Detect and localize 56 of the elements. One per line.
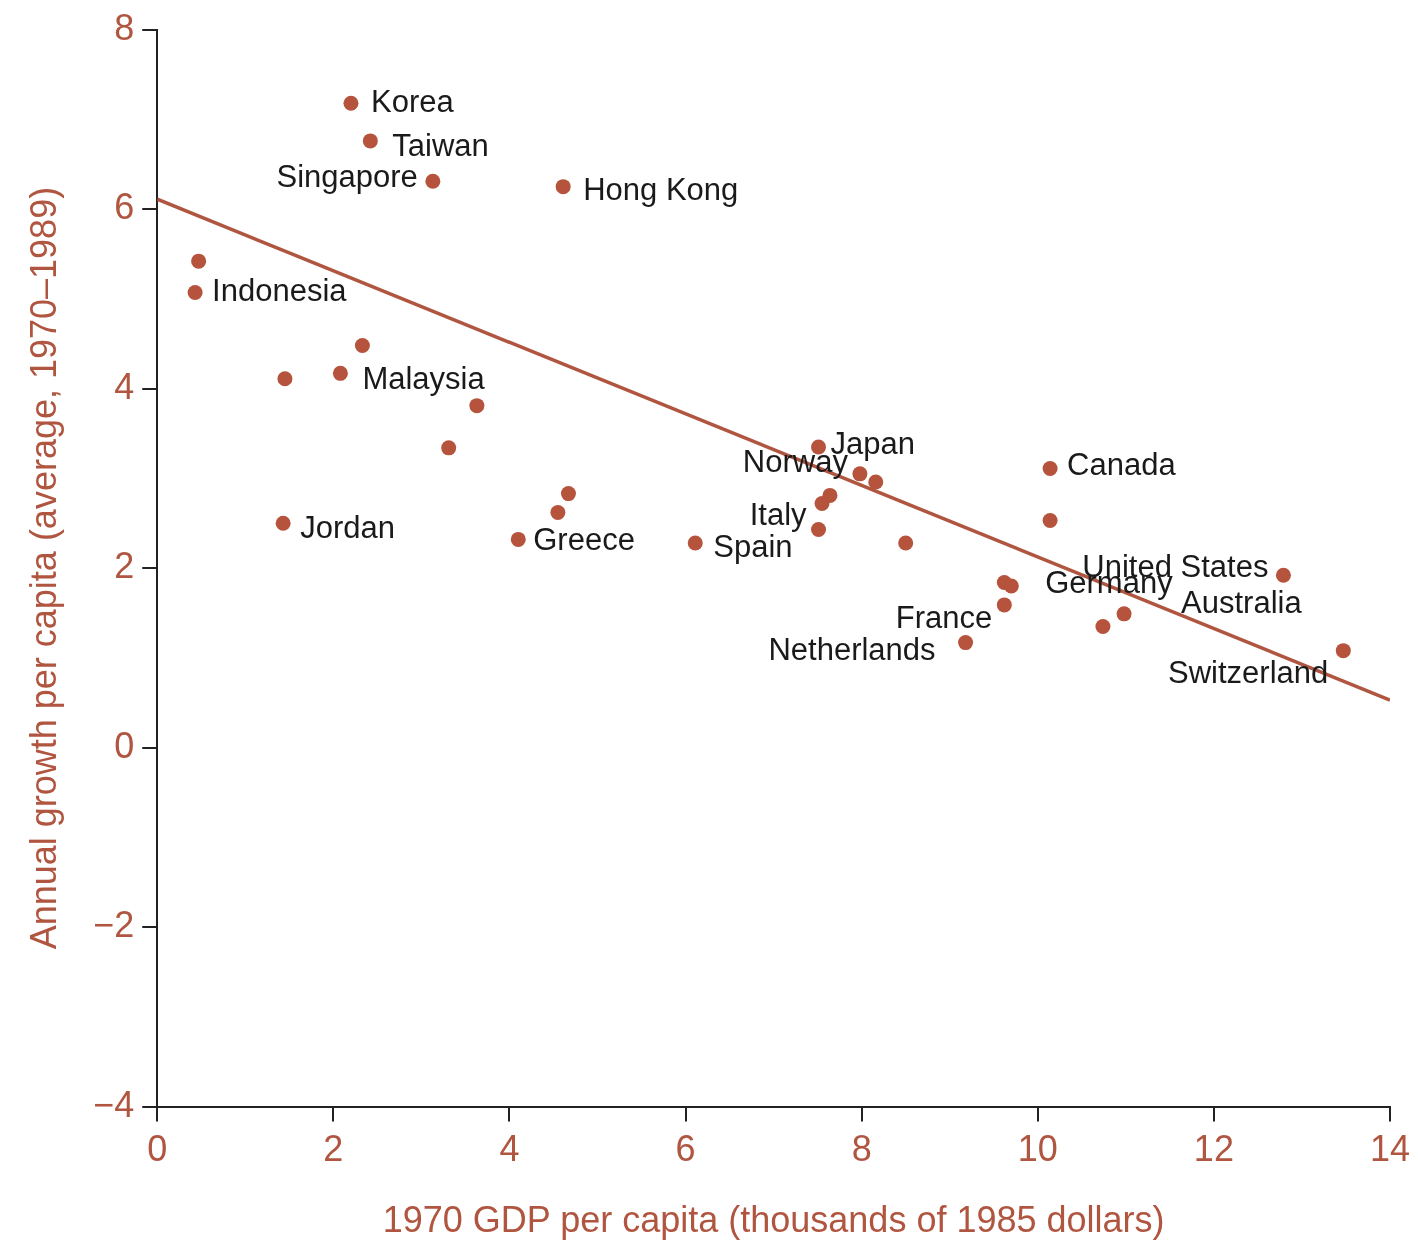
point [958,635,974,651]
point [852,466,868,482]
y-tick-label: −4 [93,1083,135,1125]
point [441,440,457,456]
point [550,504,566,520]
point [1042,513,1058,529]
annotation: Korea [370,83,455,119]
point [1116,606,1132,622]
point [687,535,703,551]
point [425,173,441,189]
x-tick-label: 14 [1369,1128,1410,1170]
x-tick-label: 8 [851,1128,872,1170]
point [362,133,378,149]
point [187,285,203,301]
y-tick-label: 2 [114,545,135,587]
annotation: Hong Kong [583,172,739,208]
x-tick-label: 6 [675,1128,696,1170]
x-tick-label: 4 [499,1128,520,1170]
x-tick-label: 12 [1193,1128,1234,1170]
point [275,515,291,531]
y-tick-label: 8 [114,6,135,48]
y-axis-title: Annual growth per capita (average, 1970–1989) [22,186,64,950]
point [510,531,526,547]
annotation: Canada [1067,447,1177,483]
annotation: Malaysia [362,360,486,396]
point [1003,578,1019,594]
annotation: Australia [1181,585,1303,621]
point [1095,618,1111,634]
point [1275,567,1291,583]
x-tick-label: 10 [1017,1128,1058,1170]
point [996,597,1012,613]
x-tick-label: 2 [323,1128,344,1170]
point [354,338,370,354]
x-axis-title: 1970 GDP per capita (thousands of 1985 dollars) [382,1199,1165,1241]
point [811,522,827,538]
point [469,398,485,414]
point [868,474,884,490]
point [1335,643,1351,659]
point [814,495,830,511]
point [555,179,571,195]
annotation: Jordan [300,509,395,545]
point [898,535,914,551]
y-tick-label: 6 [114,186,135,228]
y-tick-label: 0 [114,724,135,766]
annotation: Switzerland [1168,655,1329,691]
annotation: Greece [533,521,635,557]
annotation: Indonesia [212,273,348,309]
x-tick-label: 0 [147,1128,168,1170]
y-tick-label: −2 [93,904,135,946]
point [277,371,293,387]
y-tick-label: 4 [114,365,135,407]
point [343,95,359,111]
point [332,365,348,381]
point [1042,460,1058,476]
point [191,253,207,269]
point [560,486,576,502]
